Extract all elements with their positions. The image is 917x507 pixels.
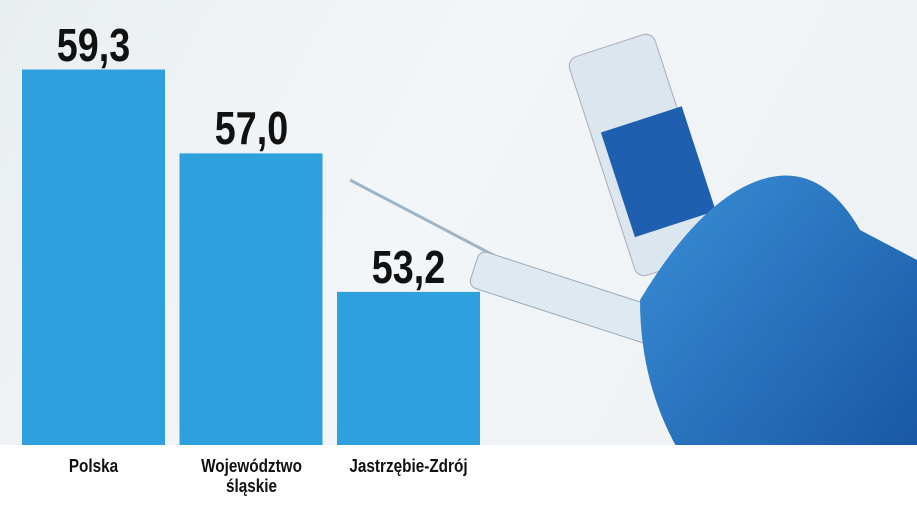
chart: 59,3 Polska 57,0 Województwo śląskie 53,2 Jas…	[0, 0, 917, 507]
bar	[337, 292, 480, 445]
value-label: 57,0	[176, 101, 326, 155]
bar	[180, 153, 323, 445]
x-tick-label: Województwo śląskie	[182, 456, 321, 496]
bar	[22, 70, 165, 445]
footer-band	[0, 445, 917, 507]
x-tick-label: Jastrzębie-Zdrój	[339, 456, 478, 476]
x-tick-label: Polska	[24, 456, 163, 476]
value-label: 53,2	[333, 240, 483, 294]
value-label: 59,3	[18, 18, 168, 72]
